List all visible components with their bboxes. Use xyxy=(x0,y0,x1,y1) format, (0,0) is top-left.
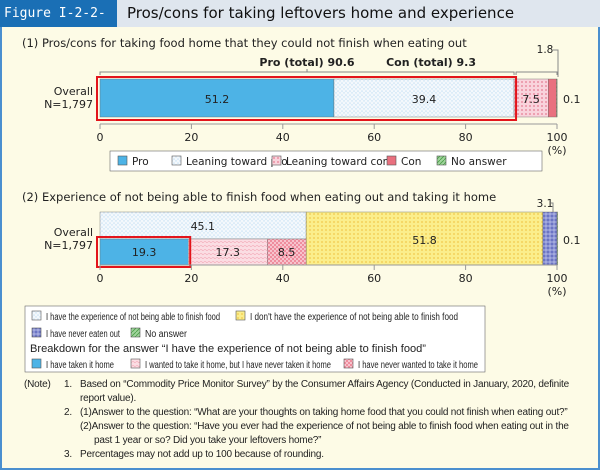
legend-swatch xyxy=(271,155,282,166)
x-tick-label: 100 xyxy=(547,131,568,144)
bar-segment-con xyxy=(548,78,557,118)
data-label: 0.1 xyxy=(563,93,581,106)
highlight-box xyxy=(96,236,192,268)
x-tick-label: 60 xyxy=(367,272,381,285)
bar-segment-pro xyxy=(99,78,335,118)
note-line: past 1 year or so? Did you take your lef… xyxy=(94,435,322,446)
legend-label: I have never eaten out xyxy=(46,329,120,340)
legend-swatch xyxy=(31,310,42,321)
legend-swatch xyxy=(386,155,397,166)
x-tick-label: 20 xyxy=(184,131,198,144)
legend-swatch xyxy=(343,358,354,369)
legend-swatch xyxy=(130,327,141,338)
category-label: N=1,797 xyxy=(44,98,93,111)
chart-1-title: (1) Pros/cons for taking food home that … xyxy=(22,36,467,50)
bar-segment xyxy=(556,211,558,266)
legend-swatch xyxy=(117,155,128,166)
leader-line xyxy=(553,49,559,77)
x-tick-label: 40 xyxy=(276,131,290,144)
data-label: 19.3 xyxy=(132,246,157,259)
leader-line xyxy=(551,202,554,212)
legend-label: No answer xyxy=(451,156,507,168)
legend-label: Leaning toward pro xyxy=(186,156,288,168)
note-line: Based on “Commodity Price Monitor Survey… xyxy=(80,379,569,390)
legend-label: I have the experience of not being able … xyxy=(46,312,220,323)
breakdown-segment xyxy=(188,238,268,266)
data-label: 45.1 xyxy=(191,220,216,233)
x-unit-label: (%) xyxy=(547,144,566,157)
breakdown-segment xyxy=(267,238,307,266)
x-tick-label: 20 xyxy=(184,272,198,285)
title-bar: Figure I-2-2-13 Pros/cons for taking lef… xyxy=(0,0,600,48)
chart-2-title: (2) Experience of not being able to fini… xyxy=(22,190,496,204)
x-tick-label: 80 xyxy=(459,131,473,144)
legend-label: I have never wanted to take it home xyxy=(358,360,478,371)
legend-swatch xyxy=(31,327,42,338)
x-tick-label: 60 xyxy=(367,131,381,144)
data-label: 0.1 xyxy=(563,234,581,247)
x-tick-label: 100 xyxy=(547,272,568,285)
bar-segment-no-answer xyxy=(556,78,558,118)
note-number: 3. xyxy=(64,449,72,460)
category-label: N=1,797 xyxy=(44,239,93,252)
data-label: 51.2 xyxy=(205,93,230,106)
note-number: 1. xyxy=(64,379,72,390)
data-label: 3.1 xyxy=(537,198,554,210)
x-tick-label: 0 xyxy=(97,272,104,285)
legend-label: No answer xyxy=(145,329,188,340)
pro-bracket xyxy=(99,69,515,75)
category-label: Overall xyxy=(54,226,93,239)
note-line: (1)Answer to the question: “What are you… xyxy=(80,407,568,418)
x-tick-label: 0 xyxy=(97,131,104,144)
legend-label: I wanted to take it home, but I have nev… xyxy=(145,360,331,371)
legend-label: I don't have the experience of not being… xyxy=(250,312,458,323)
data-label: 7.5 xyxy=(522,93,540,106)
legend-label: Con xyxy=(401,156,421,168)
con-total-label: Con (total) 9.3 xyxy=(386,56,476,69)
highlight-box xyxy=(96,76,518,121)
legend-2 xyxy=(24,305,486,373)
con-bracket xyxy=(515,71,558,75)
legend-swatch xyxy=(130,358,141,369)
data-label: 51.8 xyxy=(412,234,437,247)
notes: (Note) 1. Based on “Commodity Price Monit… xyxy=(24,378,569,462)
data-label: 17.3 xyxy=(215,246,240,259)
x-tick-label: 40 xyxy=(276,272,290,285)
breakdown-title: Breakdown for the answer “I have the exp… xyxy=(30,343,426,355)
figure-title: Pros/cons for taking leftovers home and … xyxy=(127,4,515,22)
legend-swatch xyxy=(436,155,447,166)
legend-label: Leaning toward con xyxy=(286,156,389,168)
data-label: 39.4 xyxy=(412,93,437,106)
data-label: 1.8 xyxy=(537,44,554,56)
notes-label: (Note) xyxy=(24,379,51,390)
x-unit-label: (%) xyxy=(547,285,566,298)
data-label: 8.5 xyxy=(278,246,296,259)
pro-total-label: Pro (total) 90.6 xyxy=(259,56,355,69)
bar-segment xyxy=(305,211,544,266)
note-line: Percentages may not add up to 100 becaus… xyxy=(80,449,324,460)
figure-number: Figure I-2-2-13 xyxy=(0,0,117,48)
legend-swatch xyxy=(235,310,246,321)
legend-swatch xyxy=(31,358,42,369)
bar-segment-experience xyxy=(99,211,307,240)
note-number: 2. xyxy=(64,407,72,418)
note-line: report value). xyxy=(80,393,137,404)
note-line: (2)Answer to the question: “Have you eve… xyxy=(80,421,569,432)
legend-label: I have taken it home xyxy=(46,360,114,371)
legend-swatch xyxy=(171,155,182,166)
bar-segment xyxy=(542,211,558,266)
legend-1 xyxy=(109,150,543,172)
legend-label: Pro xyxy=(132,156,149,168)
category-label: Overall xyxy=(54,85,93,98)
x-tick-label: 80 xyxy=(459,272,473,285)
